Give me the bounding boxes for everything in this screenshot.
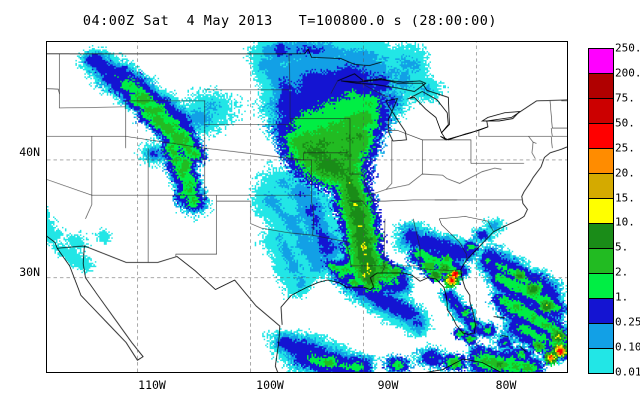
y-tick-40n: 40N — [19, 145, 40, 159]
colorbar-band-50-25 — [589, 124, 613, 149]
colorbar-band-1-025 — [589, 299, 613, 324]
colorbar-band-10-5 — [589, 224, 613, 249]
colorbar-band-250-200 — [589, 49, 613, 74]
colorbar-tick-2p: 2. — [615, 265, 629, 279]
x-tick-110w: 110W — [138, 378, 166, 392]
colorbar-tick-250p: 250. — [615, 41, 640, 55]
colorbar-tick-0p10: 0.10 — [615, 340, 640, 354]
x-tick-90w: 90W — [377, 378, 399, 392]
x-tick-80w: 80W — [495, 378, 517, 392]
colorbar-band-15-10 — [589, 199, 613, 224]
colorbar-band-025-010 — [589, 324, 613, 349]
colorbar-band-25-20 — [589, 149, 613, 174]
y-tick-30n: 30N — [19, 265, 40, 279]
colorbar-band-010-001 — [589, 349, 613, 373]
colorbar-band-20-15 — [589, 174, 613, 199]
colorbar-tick-labels: 250. 200. 75. 50. 25. 20. 15. 10. 5. 2. 1. 0.25 0.10… — [615, 42, 640, 379]
precipitation-map-canvas[interactable] — [47, 42, 567, 372]
colorbar-band-200-75 — [589, 74, 613, 99]
colorbar-tick-75p: 75. — [615, 91, 635, 105]
colorbar-tick-25p: 25. — [615, 141, 635, 155]
colorbar-tick-20p: 20. — [615, 166, 635, 180]
colorbar-tick-0p25: 0.25 — [615, 315, 640, 329]
colorbar-tick-200p: 200. — [615, 66, 640, 80]
colorbar-band-5-2 — [589, 249, 613, 274]
precipitation-colorbar[interactable] — [588, 48, 614, 374]
colorbar-tick-10p: 10. — [615, 215, 635, 229]
page-title: 04:00Z Sat 4 May 2013 T=100800.0 s (28:0… — [82, 13, 498, 29]
colorbar-tick-50p: 50. — [615, 116, 635, 130]
colorbar-tick-0p01: 0.01 — [615, 365, 640, 379]
colorbar-tick-1p: 1. — [615, 290, 629, 304]
colorbar-band-75-50 — [589, 99, 613, 124]
colorbar-band-2-1 — [589, 274, 613, 299]
colorbar-tick-5p: 5. — [615, 240, 629, 254]
map-plot-area[interactable] — [46, 41, 568, 373]
colorbar-tick-15p: 15. — [615, 191, 635, 205]
x-tick-100w: 100W — [256, 378, 284, 392]
